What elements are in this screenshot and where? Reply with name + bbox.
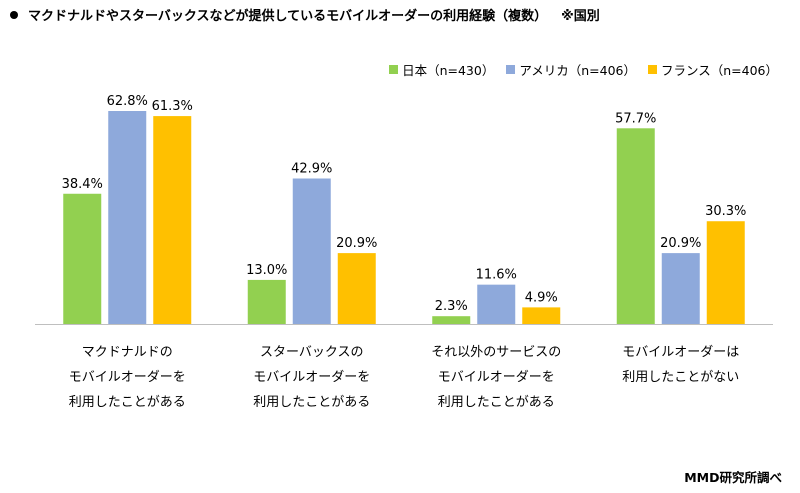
legend: 日本（n=430） アメリカ（n=406） フランス（n=406） [389,60,778,78]
data-label-0-1: 13.0% [246,263,287,278]
data-label-2-3: 30.3% [705,204,746,219]
data-label-2-2: 4.9% [525,290,558,305]
legend-label-1: アメリカ（n=406） [519,62,636,78]
category-label-0-1: モバイルオーダーを [69,370,186,385]
bar-1-3 [661,253,700,324]
bar-1-1 [292,178,331,324]
bar-1-2 [477,284,516,324]
bar-0-0 [63,193,102,324]
category-label-2-1: モバイルオーダーを [438,370,555,385]
bar-2-0 [153,116,192,324]
legend-item-0: 日本（n=430） [389,60,494,78]
legend-item-2: フランス（n=406） [647,60,778,78]
category-label-2-0: それ以外のサービスの [431,345,561,360]
data-label-0-3: 57.7% [615,111,656,126]
legend-item-1: アメリカ（n=406） [506,60,636,78]
bullet-icon [10,11,18,19]
bar-2-2 [522,307,561,324]
bar-2-1 [337,253,376,324]
chart-title-row: マクドナルドやスターバックスなどが提供しているモバイルオーダーの利用経験（複数）… [10,6,600,28]
legend-label-2: フランス（n=406） [660,62,778,78]
category-label-1-2: 利用したことがある [253,395,370,410]
bar-0-3 [616,128,655,324]
data-label-1-3: 20.9% [660,236,701,251]
data-label-0-2: 2.3% [435,299,468,314]
bar-1-0 [108,111,147,324]
legend-swatch-0 [389,64,399,74]
data-label-2-0: 61.3% [152,99,193,114]
category-label-0-0: マクドナルドの [82,345,173,360]
source-credit: MMD研究所調べ [684,470,782,485]
category-label-2-2: 利用したことがある [438,395,555,410]
data-label-1-1: 42.9% [291,161,332,176]
data-label-1-2: 11.6% [476,268,517,283]
data-label-2-1: 20.9% [336,236,377,251]
data-label-1-0: 62.8% [107,94,148,109]
category-label-3-0: モバイルオーダーは [622,345,739,360]
category-label-1-0: スターバックスの [260,345,363,360]
data-label-0-0: 38.4% [62,177,103,192]
bar-0-1 [247,279,286,324]
bar-0-2 [432,316,471,324]
category-label-3-1: 利用したことがない [622,370,739,385]
legend-swatch-2 [647,64,657,74]
chart-title: マクドナルドやスターバックスなどが提供しているモバイルオーダーの利用経験（複数） [28,9,548,24]
category-label-1-1: モバイルオーダーを [253,370,370,385]
bar-2-3 [706,221,745,324]
category-label-0-2: 利用したことがある [69,395,186,410]
legend-swatch-1 [506,64,516,74]
chart-note: ※国別 [561,9,600,24]
legend-label-0: 日本（n=430） [402,62,495,78]
